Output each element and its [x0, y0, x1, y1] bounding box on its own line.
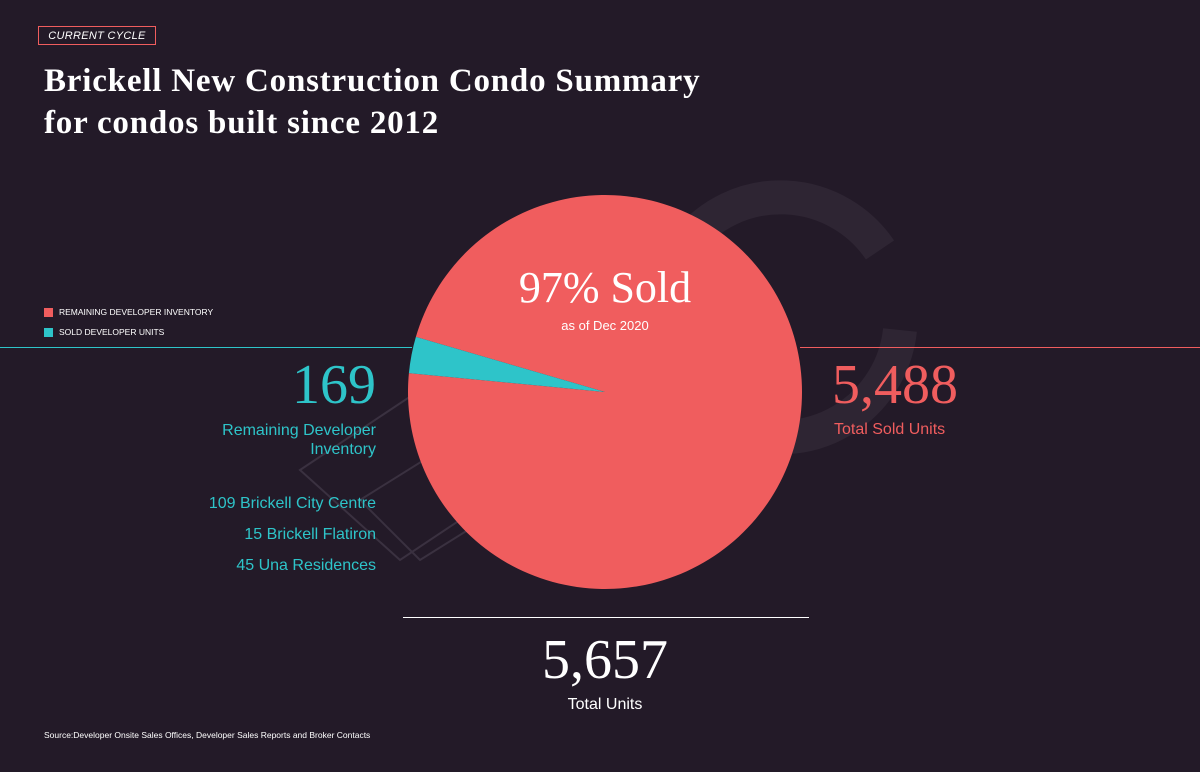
remaining-number: 169 — [292, 354, 376, 416]
pie-headline: 97% Sold — [518, 263, 692, 312]
breakdown-item: 15 Brickell Flatiron — [244, 526, 376, 543]
remaining-label-line-2: Inventory — [310, 441, 376, 458]
divider-line-left — [0, 347, 412, 348]
pie-slice-sold — [407, 194, 802, 589]
sold-label: Total Sold Units — [834, 421, 946, 438]
legend-swatch-remaining — [44, 307, 53, 317]
pie-subline: as of Dec 2020 — [561, 318, 649, 333]
title-line-1: Brickell New Construction Condo Summary — [44, 63, 701, 99]
divider-line-right — [800, 347, 1200, 348]
breakdown-item: 109 Brickell City Centre — [208, 495, 376, 512]
current-cycle-badge: CURRENT CYCLE — [38, 26, 156, 45]
remaining-label: Remaining Developer Inventory — [150, 421, 376, 459]
total-label: Total Units — [567, 696, 643, 713]
title-line-2: for condos built since 2012 — [44, 105, 440, 141]
pie-slice-remaining — [408, 336, 605, 392]
legend-swatch-sold — [44, 327, 53, 337]
total-number: 5,657 — [542, 629, 668, 691]
legend-item-remaining: REMAINING DEVELOPER INVENTORY — [44, 302, 213, 322]
divider-line-bottom — [403, 617, 809, 618]
pie-slices — [407, 194, 802, 589]
remaining-label-line-1: Remaining Developer — [222, 422, 376, 439]
chart-legend: REMAINING DEVELOPER INVENTORY SOLD DEVEL… — [44, 302, 213, 342]
page-title: Brickell New Construction Condo Summary … — [44, 60, 804, 144]
breakdown-item: 45 Una Residences — [236, 557, 376, 574]
legend-item-sold: SOLD DEVELOPER UNITS — [44, 322, 213, 342]
source-note: Source:Developer Onsite Sales Offices, D… — [44, 730, 371, 740]
remaining-breakdown-list: 109 Brickell City Centre 15 Brickell Fla… — [120, 493, 376, 586]
legend-label-sold: SOLD DEVELOPER UNITS — [59, 327, 165, 337]
sold-number: 5,488 — [832, 354, 958, 416]
legend-label-remaining: REMAINING DEVELOPER INVENTORY — [59, 307, 214, 317]
